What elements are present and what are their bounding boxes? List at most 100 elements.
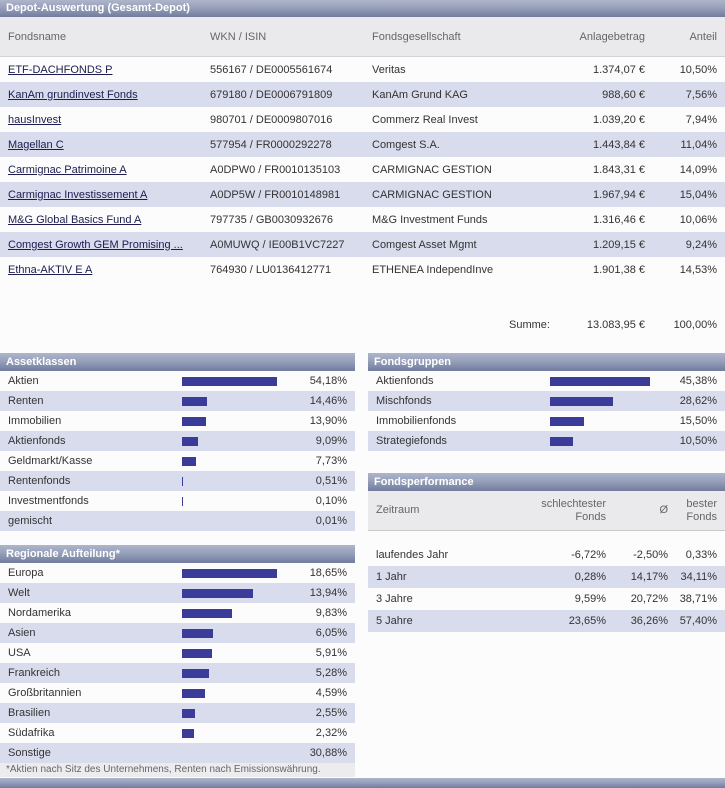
fund-share: 10,06% [679, 213, 717, 226]
bar-track [182, 643, 293, 663]
bar-track [182, 703, 293, 723]
fund-wkn-isin: A0DPW0 / FR0010135103 [210, 163, 341, 176]
fund-wkn-isin: 577954 / FR0000292278 [210, 138, 332, 151]
fund-row: Ethna-AKTIV E A 764930 / LU0136412771 ET… [0, 257, 725, 282]
assetklassen-panel-header: Assetklassen [0, 353, 355, 371]
summary-amount: 13.083,95 € [586, 318, 645, 331]
fund-name-link[interactable]: Comgest Growth GEM Promising ... [8, 238, 183, 251]
performance-row: 1 Jahr 0,28% 14,17% 34,11% [368, 566, 725, 588]
bar-track [182, 623, 293, 643]
fund-company: M&G Investment Funds [372, 213, 488, 226]
regionale-panel-body: Europa 18,65% Welt 13,94% Nordamerika 9,… [0, 563, 355, 763]
region-percent: 9,83% [315, 607, 347, 619]
value-bar [182, 376, 277, 386]
fund-group-percent: 45,38% [679, 375, 717, 387]
fund-share: 15,04% [679, 188, 717, 201]
fund-name-link[interactable]: Carmignac Investissement A [8, 188, 148, 201]
region-percent: 30,88% [309, 747, 347, 759]
fund-amount: 1.967,94 € [593, 188, 645, 201]
fund-wkn-isin: 679180 / DE0006791809 [210, 88, 333, 101]
fund-row: KanAm grundinvest Fonds 679180 / DE00067… [0, 82, 725, 107]
fund-group-percent: 10,50% [679, 435, 717, 447]
fund-company: Comgest S.A. [372, 138, 440, 151]
asset-class-label: Renten [8, 395, 44, 407]
region-row: Großbritannien 4,59% [0, 683, 355, 703]
fund-amount: 1.843,31 € [593, 163, 645, 176]
bar-track [182, 603, 293, 623]
region-label: Großbritannien [8, 687, 82, 699]
performance-table-header: Zeitraum schlechtester Fonds Ø bester Fo… [368, 491, 725, 531]
col-header-bester-fonds: bester Fonds [686, 497, 717, 523]
fund-group-label: Mischfonds [376, 395, 432, 407]
asset-class-percent: 14,46% [309, 395, 347, 407]
assetklassen-row: Investmentfonds 0,10% [0, 491, 355, 511]
assetklassen-row: Aktien 54,18% [0, 371, 355, 391]
region-percent: 4,59% [315, 687, 347, 699]
assetklassen-row: Geldmarkt/Kasse 7,73% [0, 451, 355, 471]
fund-name-link[interactable]: M&G Global Basics Fund A [8, 213, 142, 226]
fund-row: M&G Global Basics Fund A 797735 / GB0030… [0, 207, 725, 232]
asset-class-label: Aktien [8, 375, 39, 387]
assetklassen-row: Immobilien 13,90% [0, 411, 355, 431]
asset-class-label: Immobilien [8, 415, 62, 427]
fund-share: 7,94% [685, 113, 717, 126]
asset-class-percent: 13,90% [309, 415, 347, 427]
asset-class-label: gemischt [8, 515, 53, 527]
fund-share: 14,53% [679, 263, 717, 276]
bar-track [182, 371, 293, 391]
assetklassen-row: gemischt 0,01% [0, 511, 355, 531]
value-bar [550, 436, 574, 446]
fund-row: Carmignac Investissement A A0DP5W / FR00… [0, 182, 725, 207]
fund-share: 9,24% [685, 238, 717, 251]
assetklassen-panel-body: Aktien 54,18% Renten 14,46% Immobilien 1… [0, 371, 355, 531]
region-row: Südafrika 2,32% [0, 723, 355, 743]
fund-name-link[interactable]: Carmignac Patrimoine A [8, 163, 127, 176]
bar-track [182, 431, 293, 451]
fund-wkn-isin: A0DP5W / FR0010148981 [210, 188, 341, 201]
fund-wkn-isin: 797735 / GB0030932676 [210, 213, 333, 226]
region-percent: 5,28% [315, 667, 347, 679]
fund-group-percent: 15,50% [679, 415, 717, 427]
fund-group-label: Immobilienfonds [376, 415, 457, 427]
region-row: Welt 13,94% [0, 583, 355, 603]
funds-table-body: ETF-DACHFONDS P 556167 / DE0005561674 Ve… [0, 57, 725, 282]
asset-class-percent: 7,73% [315, 455, 347, 467]
fund-company: Comgest Asset Mgmt [372, 238, 477, 251]
fund-wkn-isin: 764930 / LU0136412771 [210, 263, 332, 276]
asset-class-percent: 0,01% [315, 515, 347, 527]
region-label: Europa [8, 567, 44, 579]
summary-share: 100,00% [673, 318, 717, 331]
fund-name-link[interactable]: Ethna-AKTIV E A [8, 263, 93, 276]
performance-avg: -2,50% [633, 549, 668, 561]
assetklassen-row: Aktienfonds 9,09% [0, 431, 355, 451]
fund-name-link[interactable]: ETF-DACHFONDS P [8, 63, 113, 76]
fund-share: 7,56% [685, 88, 717, 101]
asset-class-percent: 0,10% [315, 495, 347, 507]
regionale-aufteilung-panel: Regionale Aufteilung* Europa 18,65% Welt… [0, 545, 355, 777]
bar-track [182, 683, 293, 703]
fund-group-label: Aktienfonds [376, 375, 434, 387]
col-header-durchschnitt: Ø [659, 504, 668, 516]
assetklassen-row: Rentenfonds 0,51% [0, 471, 355, 491]
fund-name-link[interactable]: Magellan C [8, 138, 64, 151]
fund-name-link[interactable]: hausInvest [8, 113, 62, 126]
performance-worst: 9,59% [574, 593, 606, 605]
asset-class-label: Aktienfonds [8, 435, 66, 447]
region-label: Südafrika [8, 727, 55, 739]
value-bar [182, 608, 233, 618]
region-row: Nordamerika 9,83% [0, 603, 355, 623]
fund-amount: 988,60 € [602, 88, 645, 101]
value-bar [182, 688, 206, 698]
region-label: USA [8, 647, 31, 659]
asset-class-label: Geldmarkt/Kasse [8, 455, 93, 467]
assetklassen-panel: Assetklassen Aktien 54,18% Renten 14,46%… [0, 353, 355, 531]
asset-class-label: Investmentfonds [8, 495, 89, 507]
bar-track [550, 411, 663, 431]
funds-table: Fondsname WKN / ISIN Fondsgesellschaft A… [0, 17, 725, 337]
fund-share: 11,04% [680, 138, 718, 151]
fund-name-link[interactable]: KanAm grundinvest Fonds [8, 88, 138, 101]
bar-track [182, 471, 293, 491]
region-label: Nordamerika [8, 607, 71, 619]
fund-company: Commerz Real Invest [372, 113, 478, 126]
region-percent: 5,91% [315, 647, 347, 659]
